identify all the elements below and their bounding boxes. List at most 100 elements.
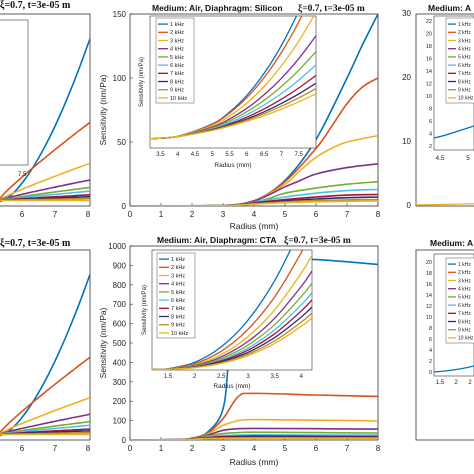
legend-label: 8 kHz	[458, 79, 471, 85]
legend-label: 8 kHz	[458, 319, 471, 325]
inset-x-tick-label: 5.5	[225, 152, 234, 158]
legend-label: 7 kHz	[171, 306, 185, 312]
panel-bottom-right: Medium: A 0 2 4 6 8 10 12 14 16 18 20 1 kHz 2 kHz 3 …	[415, 238, 474, 441]
panel-title: Medium: A	[428, 3, 471, 13]
legend-label: 6 kHz	[458, 303, 471, 309]
y-tick-label: 30	[402, 9, 411, 18]
y-tick-label: 1000	[108, 242, 126, 251]
legend-label: 10 kHz	[458, 336, 474, 342]
y-axis-label: Sensitivity (nm/Pa)	[98, 307, 108, 378]
legend-label: 8 kHz	[171, 314, 185, 320]
inset-x-tick-label: 4.5	[191, 152, 200, 158]
inset-x-axis-label: Radius (mm)	[213, 383, 250, 390]
inset-y-tick-label: 12	[426, 304, 432, 310]
panel-bottom-middle: 0 100 200 300 400 500 600 700 800 900 1000 0 1 2 3 4 5 6…	[98, 235, 381, 467]
y-tick-label: 500	[113, 339, 127, 348]
legend-label: 5 kHz	[171, 290, 185, 296]
x-tick-label: 8	[376, 444, 381, 453]
legend-label: 4 kHz	[458, 46, 471, 52]
panel-title: ξ=0.7, t=3e-05 m	[0, 0, 71, 11]
legend-label: 7 kHz	[458, 311, 471, 317]
inset-x-tick-label: 5	[211, 152, 215, 158]
panel-top-middle: Medium: Air, Diaphragm: Silicon ξ=0.7, t…	[98, 3, 381, 231]
panel-title-xi: ξ=0.7, t=3e-05 m	[284, 235, 351, 246]
legend: 1 kHz 2 kHz 3 kHz 4 kHz 5 kHz 6 kHz 7 kHz 8 kHz…	[156, 252, 196, 339]
legend-label: 2 kHz	[458, 270, 471, 276]
x-tick-label: 6	[20, 210, 25, 219]
legend-label: 1 kHz	[170, 22, 184, 28]
inset-x-ticks: 1.5 2 2.5 3 3.5 4	[164, 374, 304, 380]
panel-title-xi: ξ=0.7, t=3e-05 m	[298, 3, 365, 14]
inset-series-line-1	[433, 365, 474, 373]
x-tick-label: 0	[128, 210, 133, 219]
inset-frame	[0, 19, 29, 166]
series-lines	[0, 274, 90, 437]
x-tick-label: 8	[86, 444, 91, 453]
x-tick-label: 6	[314, 210, 319, 219]
x-tick-label: 8	[86, 210, 91, 219]
x-ticks: 0 1 2 3 4 5 6 7 8	[128, 437, 381, 453]
y-tick-label: 10	[402, 137, 411, 146]
y-tick-label: 100	[113, 74, 127, 83]
x-tick-label: 2	[190, 444, 195, 453]
inset-x-tick-label: 3	[246, 374, 250, 380]
inset-y-ticks: 0 2 4 6 8 10 12 14 16 18 20	[426, 260, 432, 376]
series-line-1	[0, 274, 90, 437]
y-tick-label: 700	[113, 300, 127, 309]
axes-frame	[0, 249, 91, 441]
inset-series-lines	[433, 365, 474, 373]
inset-y-tick-label: 20	[426, 260, 432, 266]
series-line-10	[130, 200, 378, 206]
y-tick-label: 900	[113, 261, 127, 270]
y-tick-label: 300	[113, 378, 127, 387]
y-tick-label: 50	[117, 138, 126, 147]
x-tick-label: 7	[53, 444, 58, 453]
series-line-4	[0, 179, 90, 201]
inset-x-ticks: 3.5 4 4.5 5 5.5 6 6.5 7 7.5	[156, 152, 303, 158]
x-tick-label: 7	[345, 444, 350, 453]
legend-label: 1 kHz	[458, 22, 471, 28]
y-ticks: 0 100 200 300 400 500 600 700 800 900 1000	[108, 242, 133, 445]
inset-x-tick-label: 4	[176, 152, 180, 158]
inset-x-tick-label: 4.5	[435, 155, 444, 162]
inset-y-tick-label: 2	[429, 144, 432, 150]
x-tick-label: 3	[221, 210, 226, 219]
inset-y-tick-label: 8	[429, 326, 432, 332]
legend-label: 7 kHz	[170, 71, 184, 77]
y-tick-label: 400	[113, 358, 127, 367]
axes-frame	[0, 13, 91, 207]
x-tick-label: 1	[159, 210, 164, 219]
y-tick-label: 150	[113, 10, 127, 19]
inset-y-tick-label: 12	[426, 82, 432, 88]
legend-label: 9 kHz	[458, 87, 471, 93]
inset-x-tick-label: 2	[454, 380, 458, 386]
inset-y-axis-label: Sensitivity (nm/Pa)	[139, 57, 145, 107]
inset-y-tick-label: 4	[429, 132, 432, 138]
panel-top-left: ξ=0.7, t=3e-05 m 6 7 8 7.5	[0, 0, 91, 219]
legend: 1 kHz 2 kHz 3 kHz 4 kHz 5 kHz 6 kHz 7 kHz 8 kHz…	[155, 17, 195, 104]
x-tick-label: 7	[345, 210, 350, 219]
panel-title-medium: Medium: Air, Diaphragm: Silicon	[152, 3, 283, 13]
legend-label: 10 kHz	[171, 331, 188, 337]
inset-series-lines	[150, 16, 316, 140]
x-axis-label: Radius (mm)	[230, 221, 279, 231]
x-tick-label: 6	[20, 444, 25, 453]
inset-tick-label: 7.5	[18, 172, 27, 178]
inset-x-tick-label: 6	[245, 152, 249, 158]
y-tick-label: 0	[122, 436, 127, 445]
legend-label: 3 kHz	[458, 278, 471, 284]
legend-label: 5 kHz	[170, 55, 184, 61]
inset-y-tick-label: 14	[426, 69, 432, 75]
legend-label: 3 kHz	[171, 273, 185, 279]
inset-series-lines	[415, 125, 474, 206]
y-tick-label: 100	[113, 417, 127, 426]
inset-x-tick-label: 1.5	[164, 374, 173, 380]
inset-y-tick-label: 18	[426, 44, 432, 50]
inset-x-tick-label: 3.5	[156, 152, 165, 158]
x-tick-label: 5	[283, 444, 288, 453]
inset-y-tick-label: 14	[426, 293, 432, 299]
inset-x-tick-label: 7.5	[295, 152, 304, 158]
legend-label: 5 kHz	[458, 295, 471, 301]
x-tick-label: 6	[314, 444, 319, 453]
legend-label: 2 kHz	[170, 30, 184, 36]
